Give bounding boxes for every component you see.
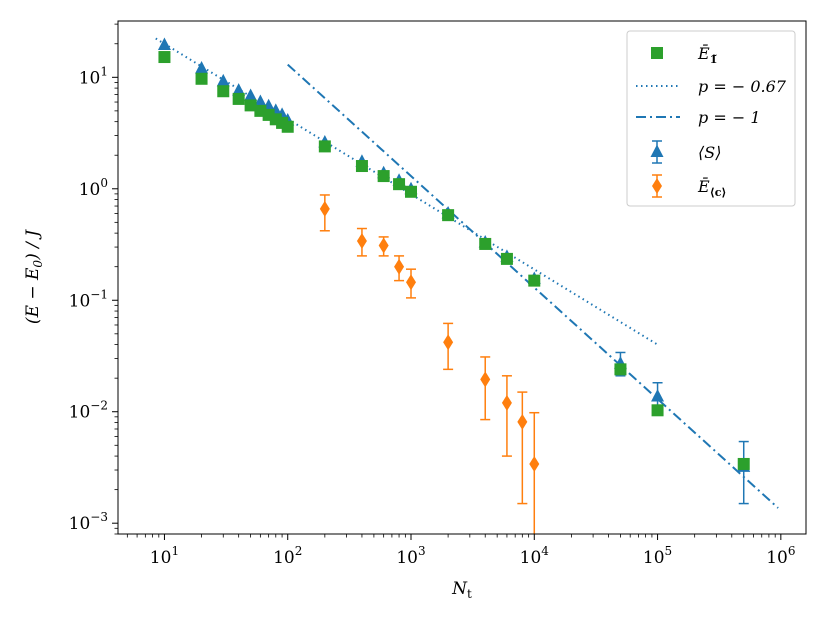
y-tick-label: 100 bbox=[79, 176, 108, 200]
green-square-point bbox=[737, 457, 750, 470]
x-axis-title: Nt bbox=[451, 579, 472, 601]
green-square-point bbox=[377, 170, 390, 183]
orange-diamond-point bbox=[378, 237, 389, 254]
blue-triangle-point bbox=[195, 60, 209, 74]
legend-label: p = − 0.67 bbox=[698, 77, 787, 96]
green-square-point bbox=[244, 99, 257, 112]
orange-diamond-point bbox=[529, 455, 540, 472]
plot-marks bbox=[155, 37, 779, 534]
legend-marker-swatch bbox=[650, 144, 664, 157]
x-tick-label: 104 bbox=[520, 544, 550, 568]
x-tick-label: 101 bbox=[150, 544, 179, 568]
legend-label: Ē1̃ bbox=[697, 43, 717, 66]
green-square-point bbox=[195, 72, 208, 85]
plot-content bbox=[155, 37, 779, 534]
blue-triangle-point bbox=[216, 73, 230, 87]
blue-triangle-point bbox=[232, 83, 246, 96]
legend-label: p = − 1 bbox=[698, 108, 761, 127]
orange-diamond-point bbox=[406, 274, 417, 291]
green-square-point bbox=[528, 274, 541, 287]
legend-marker-swatch bbox=[651, 47, 663, 59]
orange-diamond-point bbox=[517, 413, 528, 430]
green-square-point bbox=[355, 160, 368, 173]
legend-label: ⟨S⟩ bbox=[698, 143, 721, 162]
orange-diamond-point bbox=[394, 258, 405, 275]
legend-marker-swatch bbox=[652, 178, 662, 194]
legend-label: Ē⟨c⟩ bbox=[697, 176, 726, 199]
orange-diamond-point bbox=[480, 371, 491, 388]
green-square-point bbox=[651, 404, 664, 417]
axes-frame bbox=[117, 20, 807, 535]
x-tick-label: 105 bbox=[643, 544, 672, 568]
x-tick-label: 102 bbox=[273, 544, 302, 568]
green-square-point bbox=[393, 178, 406, 191]
orange-diamond-point bbox=[501, 394, 512, 411]
y-tick-label: 10−1 bbox=[69, 287, 108, 311]
green-square-point bbox=[158, 51, 171, 64]
orange-diamond-point bbox=[356, 233, 367, 250]
green-square-point bbox=[479, 237, 492, 250]
y-tick-label: 101 bbox=[79, 64, 108, 88]
blue-triangle-point bbox=[651, 388, 665, 402]
green-square-point bbox=[217, 85, 230, 98]
legend: Ē1̃ p = − 0.67 p = − 1 ⟨S⟩ Ē⟨c⟩ bbox=[626, 30, 796, 207]
blue-triangle-point bbox=[253, 94, 267, 108]
green-square-point bbox=[614, 363, 627, 376]
axes-ticks: 101 102 103 104 105 106 10−3 10−2 10−1 100 101 bbox=[69, 23, 795, 568]
green-square-point bbox=[500, 252, 513, 265]
orange-diamond-point bbox=[319, 200, 330, 217]
green-square-point bbox=[405, 185, 418, 198]
green-square-point bbox=[232, 92, 245, 105]
legend-frame bbox=[626, 30, 796, 207]
blue-triangle-point bbox=[157, 37, 171, 50]
y-axis-title: (E − E0) / J bbox=[23, 229, 45, 324]
blue-triangle-point bbox=[244, 88, 258, 101]
green-square-point bbox=[281, 120, 294, 133]
x-tick-label: 106 bbox=[766, 544, 795, 568]
x-tick-label: 103 bbox=[396, 544, 425, 568]
y-tick-label: 10−2 bbox=[69, 399, 108, 423]
green-square-point bbox=[318, 140, 331, 153]
green-square-point bbox=[442, 209, 455, 222]
orange-diamond-point bbox=[443, 334, 454, 351]
y-tick-label: 10−3 bbox=[69, 510, 108, 534]
